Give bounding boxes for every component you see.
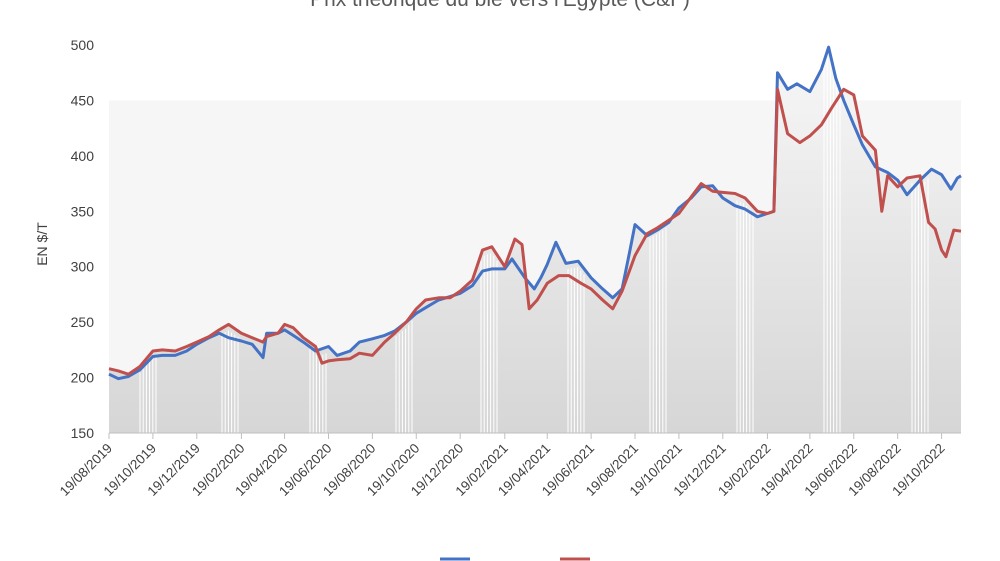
y-tick-label: 200: [71, 370, 95, 386]
y-tick-label: 350: [71, 203, 95, 219]
y-tick-label: 450: [71, 92, 95, 108]
series-group: [108, 45, 962, 381]
series-line-2: [108, 87, 962, 376]
y-tick-label: 500: [71, 37, 95, 53]
y-axis: 150 200 250 300 350 400 450 500: [71, 37, 95, 441]
y-tick-label: 150: [71, 425, 95, 441]
series-line-1: [108, 45, 962, 381]
background-area: [109, 49, 961, 433]
area-fill: [109, 49, 961, 433]
y-tick-label: 300: [71, 259, 95, 275]
y-axis-label: EN $/T: [34, 222, 50, 266]
y-tick-label: 250: [71, 314, 95, 330]
x-axis: 19/08/201919/10/201919/12/201919/02/2020…: [57, 432, 961, 499]
y-tick-label: 400: [71, 148, 95, 164]
chart-title: Prix théorique du blé vers l'Egypte (C&F…: [0, 0, 1000, 12]
